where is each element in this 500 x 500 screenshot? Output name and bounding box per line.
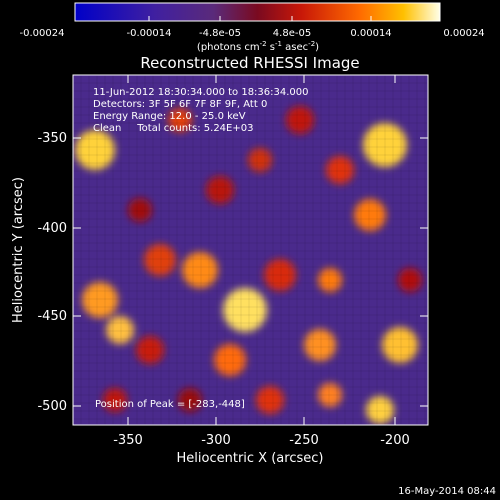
x-tick-label: -300 (201, 433, 231, 448)
colorbar-tick-label: -4.8e-05 (199, 28, 241, 39)
emission-blob (304, 329, 336, 361)
emission-blob (318, 268, 342, 292)
emission-blob (103, 388, 127, 412)
info-line-time: 11-Jun-2012 18:30:34.000 to 18:36:34.000 (93, 87, 309, 98)
colorbar-tick-label: 4.8e-05 (273, 28, 311, 39)
colorbar-tick-label: -0.00024 (20, 28, 65, 39)
emission-blob (206, 176, 234, 204)
emission-blob (398, 268, 422, 292)
emission-blob (178, 388, 202, 412)
emission-blob (223, 288, 267, 332)
axis-ticks (73, 75, 428, 425)
emission-blob (264, 259, 296, 291)
emission-blob (128, 198, 152, 222)
colorbar-gradient (74, 2, 441, 22)
colorbar-unit: (photons cm-2 s-1 asec-2) (197, 40, 319, 53)
peak-position: Position of Peak = [-283,-448] (95, 399, 245, 410)
emission-blob (326, 156, 354, 184)
emission-blob (286, 106, 314, 134)
y-tick-label: -450 (37, 309, 67, 324)
y-tick-label: -500 (37, 399, 67, 414)
y-tick-label: -350 (37, 131, 67, 146)
emission-blob (144, 244, 176, 276)
emission-blob (106, 316, 134, 344)
y-tick-label: -400 (37, 221, 67, 236)
y-axis-label: Heliocentric Y (arcsec) (11, 177, 26, 323)
emission-blob (248, 148, 272, 172)
emission-blob (82, 282, 118, 318)
info-line-energy: Energy Range: 12.0 - 25.0 keV (93, 111, 246, 122)
emission-blob (182, 252, 218, 288)
emission-blob (136, 336, 164, 364)
emission-blob (382, 327, 418, 363)
info-line-detectors: Detectors: 3F 5F 6F 7F 8F 9F, Att 0 (93, 99, 267, 110)
emission-blob (354, 199, 386, 231)
colorbar: -0.00024 -0.00014 -4.8e-05 4.8e-05 0.000… (20, 2, 485, 53)
plot-title: Reconstructed RHESSI Image (140, 54, 359, 72)
plot-frame (72, 74, 429, 426)
colorbar-ticks (74, 16, 441, 21)
x-axis-label: Heliocentric X (arcsec) (177, 451, 324, 466)
pixel-grid (73, 75, 428, 425)
info-block: 11-Jun-2012 18:30:34.000 to 18:36:34.000… (93, 87, 309, 134)
emission-blob (214, 344, 246, 376)
rhessi-image (73, 75, 428, 425)
info-line-clean: Clean Total counts: 5.24E+03 (93, 123, 253, 134)
x-tick-label: -200 (380, 433, 410, 448)
emission-blob (75, 130, 115, 170)
colorbar-tick-label: 0.00014 (350, 28, 391, 39)
emission-blob (168, 108, 192, 132)
colorbar-tick-label: -0.00014 (127, 28, 172, 39)
emission-blobs (75, 106, 422, 424)
colorbar-tick-label: 0.00024 (443, 28, 484, 39)
emission-blob (318, 383, 342, 407)
x-tick-label: -350 (113, 433, 143, 448)
x-tick-label: -250 (289, 433, 319, 448)
emission-blob (256, 386, 284, 414)
emission-blob (363, 123, 407, 167)
emission-blob (366, 396, 394, 424)
footer-timestamp: 16-May-2014 08:44 (398, 486, 496, 497)
